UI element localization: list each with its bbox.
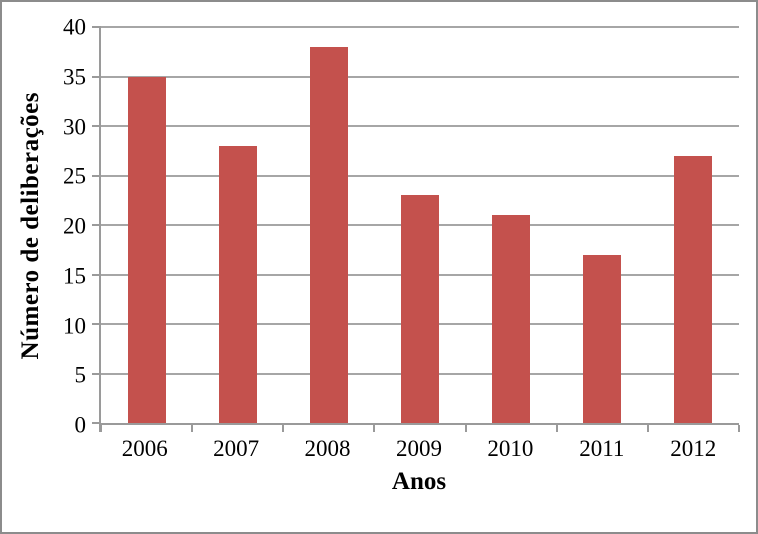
x-axis-labels: 2006 2007 2008 2009 2010 2011 2012 — [99, 436, 739, 464]
y-tick-label: 40 — [63, 14, 86, 40]
x-tick-label: 2009 — [395, 436, 442, 461]
y-axis-tick — [92, 26, 101, 28]
bar — [492, 215, 531, 423]
y-axis-tick — [92, 273, 101, 276]
y-axis-tick — [92, 75, 101, 78]
y-axis-tick — [92, 174, 101, 177]
y-tick-label: 20 — [63, 213, 86, 239]
x-axis-tick — [555, 425, 558, 432]
y-tick-label: 35 — [63, 64, 86, 90]
y-axis-labels: 0 5 10 15 20 25 30 35 40 — [40, 16, 92, 437]
x-axis-title: Anos — [391, 468, 447, 495]
y-tick-label: 30 — [63, 114, 86, 139]
bar — [401, 195, 439, 423]
bar — [309, 46, 348, 423]
x-tick-label: 2010 — [487, 436, 534, 461]
bar — [674, 155, 713, 423]
y-tick-label: 25 — [63, 163, 86, 189]
y-axis-tick — [92, 372, 101, 375]
y-axis-tick — [92, 323, 101, 325]
y-tick-label: 5 — [74, 362, 87, 388]
x-axis-tick — [646, 425, 649, 432]
y-axis-tick — [92, 224, 101, 226]
gridline — [101, 125, 739, 127]
x-axis-tick — [191, 425, 194, 432]
x-axis-tick — [282, 425, 285, 432]
plot-area — [92, 26, 740, 432]
x-axis-tick — [373, 425, 376, 432]
gridline — [101, 75, 739, 78]
x-axis-tick — [100, 425, 102, 432]
x-axis-tick — [464, 425, 467, 432]
x-tick-label: 2006 — [121, 436, 168, 461]
x-tick-label: 2008 — [304, 436, 351, 461]
x-tick-label: 2007 — [213, 436, 260, 461]
y-tick-label: 15 — [63, 263, 86, 289]
bar — [218, 145, 257, 423]
x-tick-label: 2011 — [579, 436, 625, 461]
bar — [127, 76, 166, 423]
gridline — [101, 26, 739, 28]
x-axis-tick — [738, 425, 740, 432]
gridline — [101, 174, 739, 177]
x-tick-label: 2012 — [670, 436, 717, 461]
y-tick-label: 0 — [74, 412, 87, 438]
y-axis-tick — [92, 422, 101, 424]
y-tick-label: 10 — [63, 313, 86, 338]
y-axis-tick — [92, 125, 101, 127]
bar — [583, 254, 622, 423]
